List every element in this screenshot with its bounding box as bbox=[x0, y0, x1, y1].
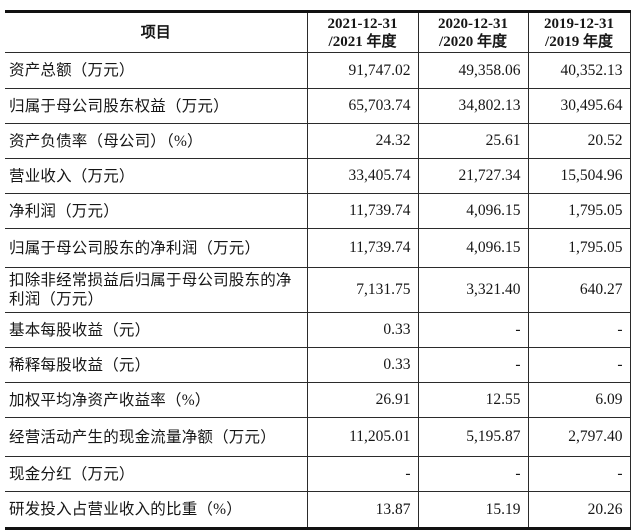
cell-value: 33,405.74 bbox=[306, 158, 418, 194]
cell-value: 26.91 bbox=[306, 382, 418, 418]
cell-value: 3,321.40 bbox=[417, 267, 528, 313]
cell-value: 7,131.75 bbox=[306, 267, 418, 313]
cell-value: 21,727.34 bbox=[417, 158, 528, 194]
cell-value: 20.52 bbox=[527, 123, 631, 159]
table-row-operating-cash-flow: 经营活动产生的现金流量净额（万元） 11,205.01 5,195.87 2,7… bbox=[5, 417, 631, 457]
table-row-weighted-roe: 加权平均净资产收益率（%） 26.91 12.55 6.09 bbox=[5, 382, 631, 418]
table-row-net-profit: 净利润（万元） 11,739.74 4,096.15 1,795.05 bbox=[5, 193, 631, 229]
table-row-debt-ratio: 资产负债率（母公司）（%） 24.32 25.61 20.52 bbox=[5, 123, 631, 159]
col-header-item: 项目 bbox=[5, 11, 307, 53]
period-date: 2020-12-31 bbox=[438, 15, 508, 32]
period-date: 2021-12-31 bbox=[327, 15, 398, 32]
row-label: 稀释每股收益（元） bbox=[5, 347, 307, 383]
row-label: 扣除非经常损益后归属于母公司股东的净利润（万元） bbox=[5, 267, 307, 313]
row-label: 归属于母公司股东的净利润（万元） bbox=[5, 228, 307, 268]
cell-value: 24.32 bbox=[306, 123, 418, 159]
cell-value: 15,504.96 bbox=[527, 158, 631, 194]
document-page: 项目 2021-12-31 /2021 年度 2020-12-31 /2020 … bbox=[5, 10, 631, 530]
cell-value: 11,739.74 bbox=[306, 228, 418, 268]
row-label: 研发投入占营业收入的比重（%） bbox=[9, 501, 242, 518]
header-row: 项目 2021-12-31 /2021 年度 2020-12-31 /2020 … bbox=[5, 11, 631, 53]
cell-value: - bbox=[306, 456, 418, 492]
col-header-period-2019: 2019-12-31 /2019 年度 bbox=[527, 11, 631, 53]
cell-value: 20.26 bbox=[527, 491, 631, 529]
row-label: 现金分红（万元） bbox=[5, 456, 307, 492]
table-row-parent-net-profit: 归属于母公司股东的净利润（万元） 11,739.74 4,096.15 1,79… bbox=[5, 228, 631, 268]
period-date: 2019-12-31 bbox=[544, 15, 614, 32]
cell-value: - bbox=[417, 347, 528, 383]
cell-value: 0.33 bbox=[306, 312, 418, 348]
cell-value: 4,096.15 bbox=[417, 193, 528, 229]
cell-value: 11,205.01 bbox=[306, 417, 418, 457]
row-label: 加权平均净资产收益率（%） bbox=[5, 382, 307, 418]
col-header-period-2020: 2020-12-31 /2020 年度 bbox=[417, 11, 528, 53]
cell-value: 34,802.13 bbox=[417, 88, 528, 124]
cell-value: 1,795.05 bbox=[527, 228, 631, 268]
row-label: 资产负债率（母公司）（%） bbox=[5, 123, 307, 159]
col-header-period-2021: 2021-12-31 /2021 年度 bbox=[306, 11, 418, 53]
row-label: 净利润（万元） bbox=[5, 193, 307, 229]
cell-value: 6.09 bbox=[527, 382, 631, 418]
row-label: 资产总额（万元） bbox=[5, 52, 307, 89]
cell-value: 40,352.13 bbox=[527, 52, 631, 89]
cell-value: 640.27 bbox=[527, 267, 631, 313]
cell-value: - bbox=[527, 347, 631, 383]
table-row-diluted-eps: 稀释每股收益（元） 0.33 - - bbox=[5, 347, 631, 383]
cell-value: 2,797.40 bbox=[527, 417, 631, 457]
cell-value: 13.87 bbox=[306, 491, 418, 529]
cell-value: - bbox=[417, 456, 528, 492]
table-row-basic-eps: 基本每股收益（元） 0.33 - - bbox=[5, 312, 631, 348]
row-label: 营业收入（万元） bbox=[5, 158, 307, 194]
cell-value: 30,495.64 bbox=[527, 88, 631, 124]
period-year: /2021 年度 bbox=[328, 33, 397, 50]
cell-value: - bbox=[527, 312, 631, 348]
row-label: 归属于母公司股东权益（万元） bbox=[5, 88, 307, 124]
table-row-cash-dividend: 现金分红（万元） - - - bbox=[5, 456, 631, 492]
cell-value: 91,747.02 bbox=[306, 52, 418, 89]
financial-summary-table: 项目 2021-12-31 /2021 年度 2020-12-31 /2020 … bbox=[5, 10, 631, 530]
table-row-parent-equity: 归属于母公司股东权益（万元） 65,703.74 34,802.13 30,49… bbox=[5, 88, 631, 124]
cell-value: 12.55 bbox=[417, 382, 528, 418]
cell-value: - bbox=[417, 312, 528, 348]
table-row-total-assets: 资产总额（万元） 91,747.02 49,358.06 40,352.13 bbox=[5, 52, 631, 89]
cell-value: 0.33 bbox=[306, 347, 418, 383]
period-year: /2020 年度 bbox=[439, 33, 507, 50]
cell-value: 11,739.74 bbox=[306, 193, 418, 229]
table-row-revenue: 营业收入（万元） 33,405.74 21,727.34 15,504.96 bbox=[5, 158, 631, 194]
period-year: /2019 年度 bbox=[545, 33, 613, 50]
row-label: 基本每股收益（元） bbox=[5, 312, 307, 348]
cell-value: 25.61 bbox=[417, 123, 528, 159]
cell-value: 49,358.06 bbox=[417, 52, 528, 89]
cell-value: 65,703.74 bbox=[306, 88, 418, 124]
cell-value: 1,795.05 bbox=[527, 193, 631, 229]
row-label: 经营活动产生的现金流量净额（万元） bbox=[5, 417, 307, 457]
cell-value: 5,195.87 bbox=[417, 417, 528, 457]
cell-value: 4,096.15 bbox=[417, 228, 528, 268]
cell-value: 15.19 bbox=[417, 491, 528, 529]
table-row-deducted-net-profit: 扣除非经常损益后归属于母公司股东的净利润（万元） 7,131.75 3,321.… bbox=[5, 267, 631, 313]
table-row-rd-ratio: 研发投入占营业收入的比重（%） 13.87 15.19 20.26 bbox=[5, 491, 631, 529]
cell-value: - bbox=[527, 456, 631, 492]
